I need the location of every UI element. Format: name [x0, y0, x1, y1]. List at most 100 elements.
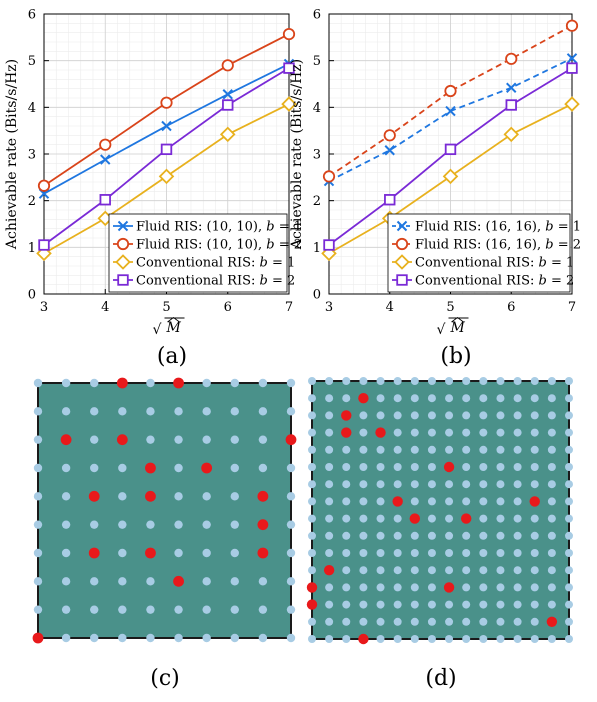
inactive-element [479, 428, 488, 437]
inactive-element [286, 577, 296, 586]
inactive-element [513, 566, 522, 575]
inactive-element [359, 463, 368, 471]
series-3 [38, 62, 295, 251]
inactive-element [547, 514, 556, 523]
inactive-element [547, 583, 556, 592]
x-tick-label: 5 [162, 300, 170, 315]
inactive-element [286, 605, 296, 614]
inactive-element [33, 605, 43, 614]
inactive-element [462, 411, 471, 420]
inactive-element [565, 428, 573, 437]
inactive-element [308, 635, 316, 643]
chart-b: 3 4 5 6 7 0 1 2 3 4 5 6 Achievable rate (Bits/s/Hz) √… [289, 8, 581, 339]
inactive-element [479, 635, 488, 643]
inactive-element [61, 520, 71, 529]
inactive-element [202, 520, 211, 529]
inactive-element [308, 377, 316, 385]
inactive-element [530, 531, 539, 540]
inactive-element [174, 407, 183, 416]
inactive-element [376, 531, 385, 540]
inactive-element [230, 378, 239, 388]
series-1 [322, 19, 579, 183]
inactive-element [565, 497, 573, 506]
inactive-element [410, 566, 419, 575]
inactive-element [410, 445, 419, 454]
inactive-element [410, 428, 419, 437]
inactive-element [565, 394, 573, 403]
inactive-element [90, 463, 99, 473]
inactive-element [565, 566, 573, 575]
x-axis-label: √ M [437, 316, 469, 338]
inactive-element [308, 514, 316, 523]
inactive-element [496, 411, 505, 420]
inactive-element [513, 635, 522, 643]
inactive-element [496, 549, 505, 557]
active-element [257, 490, 269, 502]
inactive-element [174, 605, 183, 614]
inactive-element [325, 480, 334, 489]
active-element [341, 427, 352, 438]
caption-a: (a) [157, 344, 187, 369]
y-tick-label: 6 [28, 8, 36, 23]
inactive-element [33, 520, 43, 529]
legend-marker [396, 274, 408, 286]
x-tick-label: 5 [446, 300, 454, 315]
inactive-element [445, 514, 454, 523]
active-element [88, 547, 100, 559]
inactive-element [513, 531, 522, 540]
active-element [529, 496, 540, 507]
active-element [145, 547, 156, 559]
inactive-element [258, 633, 268, 643]
inactive-element [286, 548, 296, 558]
inactive-element [90, 577, 99, 586]
inactive-element [479, 583, 488, 592]
legend-label: Fluid RIS: (10, 10), b = 2 [136, 238, 302, 253]
active-element [375, 427, 386, 438]
x-tick-label: 3 [325, 300, 333, 315]
active-element [257, 547, 269, 559]
data-point [160, 143, 173, 156]
inactive-element [530, 394, 539, 403]
inactive-element [308, 531, 316, 540]
data-point [384, 145, 395, 156]
inactive-element [565, 617, 573, 626]
inactive-element [146, 378, 155, 388]
inactive-element [496, 531, 505, 540]
inactive-element [258, 378, 268, 388]
legend-label: Conventional RIS: b = 2 [415, 274, 574, 289]
inactive-element [342, 617, 351, 626]
inactive-element [118, 548, 127, 558]
inactive-element [547, 566, 556, 575]
inactive-element [462, 463, 471, 471]
y-tick-label: 5 [313, 54, 321, 69]
inactive-element [359, 617, 368, 626]
y-tick-label: 2 [28, 194, 36, 209]
inactive-element [393, 617, 402, 626]
inactive-element [445, 531, 454, 540]
caption-d: (d) [425, 666, 456, 691]
legend-marker [117, 274, 129, 286]
inactive-element [462, 566, 471, 575]
data-point [99, 138, 112, 151]
inactive-element [565, 411, 573, 420]
sqrt-symbol: √ [153, 322, 162, 338]
y-tick-label: 6 [313, 8, 321, 23]
inactive-element [445, 377, 454, 385]
inactive-element [547, 428, 556, 437]
inactive-element [376, 463, 385, 471]
data-point [383, 129, 396, 142]
x-axis-label: √ M [153, 316, 185, 338]
inactive-element [118, 633, 127, 643]
inactive-element [513, 463, 522, 471]
y-axis-label: Achievable rate (Bits/s/Hz) [4, 59, 20, 250]
data-point [37, 179, 51, 192]
inactive-element [258, 605, 268, 614]
inactive-element [359, 480, 368, 489]
inactive-element [376, 635, 385, 643]
inactive-element [445, 394, 454, 403]
inactive-element [325, 394, 334, 403]
legend-label: Conventional RIS: b = 2 [136, 274, 295, 289]
legend-label: Fluid RIS: (10, 10), b = 1 [136, 220, 302, 235]
inactive-element [308, 394, 316, 403]
inactive-element [359, 514, 368, 523]
